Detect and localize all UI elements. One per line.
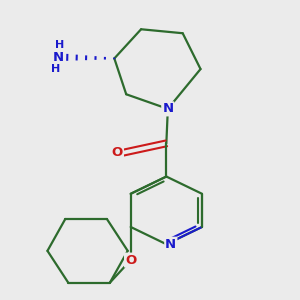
Text: N: N [52,51,63,64]
Text: N: N [165,238,176,251]
Text: O: O [112,146,123,159]
Text: N: N [162,102,173,116]
Text: H: H [55,40,64,50]
Text: O: O [125,254,136,267]
Text: H: H [51,64,60,74]
